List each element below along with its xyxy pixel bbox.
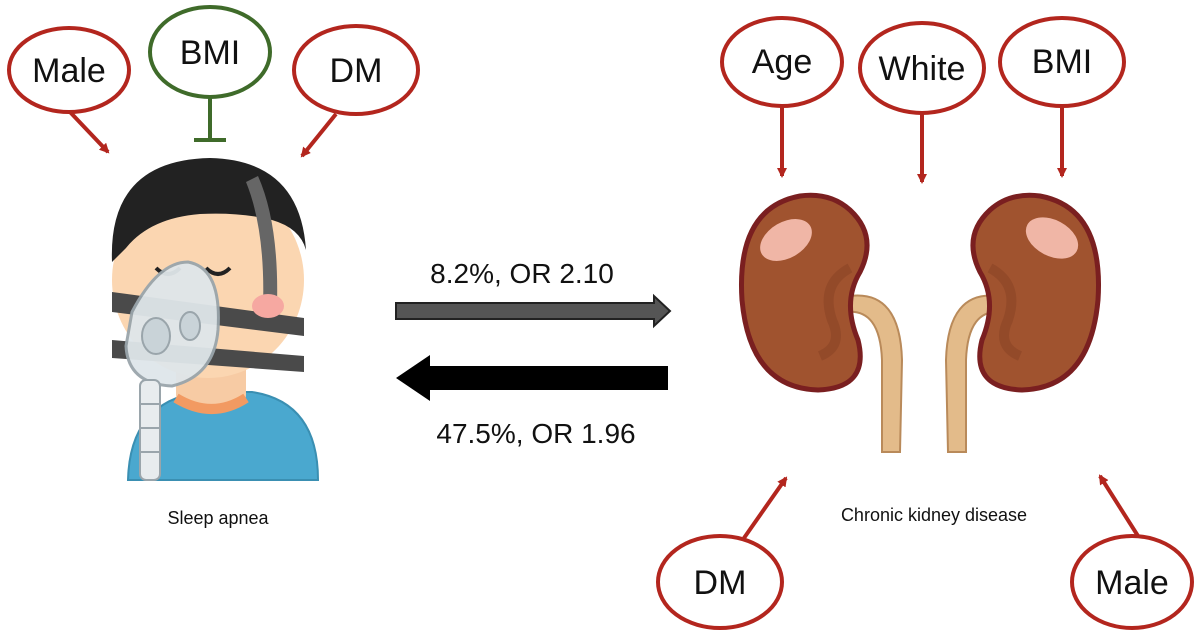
factor-label-bmi-sa: BMI: [180, 34, 240, 72]
factor-node-age-ckd: Age: [720, 16, 844, 108]
sleep-apnea-person-illustration: [111, 158, 320, 481]
factor-label-white-ckd: White: [879, 50, 966, 88]
arrow-ckd-to-sleep-apnea: [396, 355, 668, 401]
edge-dm-to-ckd: [742, 476, 788, 540]
sa-to-ckd-label: 8.2%, OR 2.10: [430, 258, 614, 289]
factor-node-bmi-ckd: BMI: [998, 16, 1126, 108]
ckd-caption: Chronic kidney disease: [841, 505, 1027, 525]
factor-label-male-sa: Male: [32, 52, 106, 90]
factor-label-age-ckd: Age: [752, 43, 813, 81]
factor-node-bmi-sa: BMI: [148, 5, 272, 99]
factor-node-male-sa: Male: [7, 26, 131, 114]
edge-male-to-ckd: [1098, 474, 1140, 538]
arrow-sleep-apnea-to-ckd: [395, 293, 672, 329]
edge-male-to-sleep-apnea: [68, 110, 110, 154]
factor-node-dm-sa: DM: [292, 24, 420, 116]
factor-label-dm-ckd: DM: [694, 564, 747, 602]
factor-node-white-ckd: White: [858, 21, 986, 115]
factor-label-bmi-ckd: BMI: [1032, 43, 1092, 81]
sleep-apnea-caption: Sleep apnea: [167, 508, 269, 528]
factor-node-dm-ckd: DM: [656, 534, 784, 630]
kidneys-illustration: [738, 192, 1102, 453]
factor-node-male-ckd: Male: [1070, 534, 1194, 630]
factor-label-male-ckd: Male: [1095, 564, 1169, 602]
ckd-to-sa-label: 47.5%, OR 1.96: [436, 418, 635, 449]
edge-dm-to-sleep-apnea: [300, 112, 338, 158]
factor-label-dm-sa: DM: [330, 52, 383, 90]
